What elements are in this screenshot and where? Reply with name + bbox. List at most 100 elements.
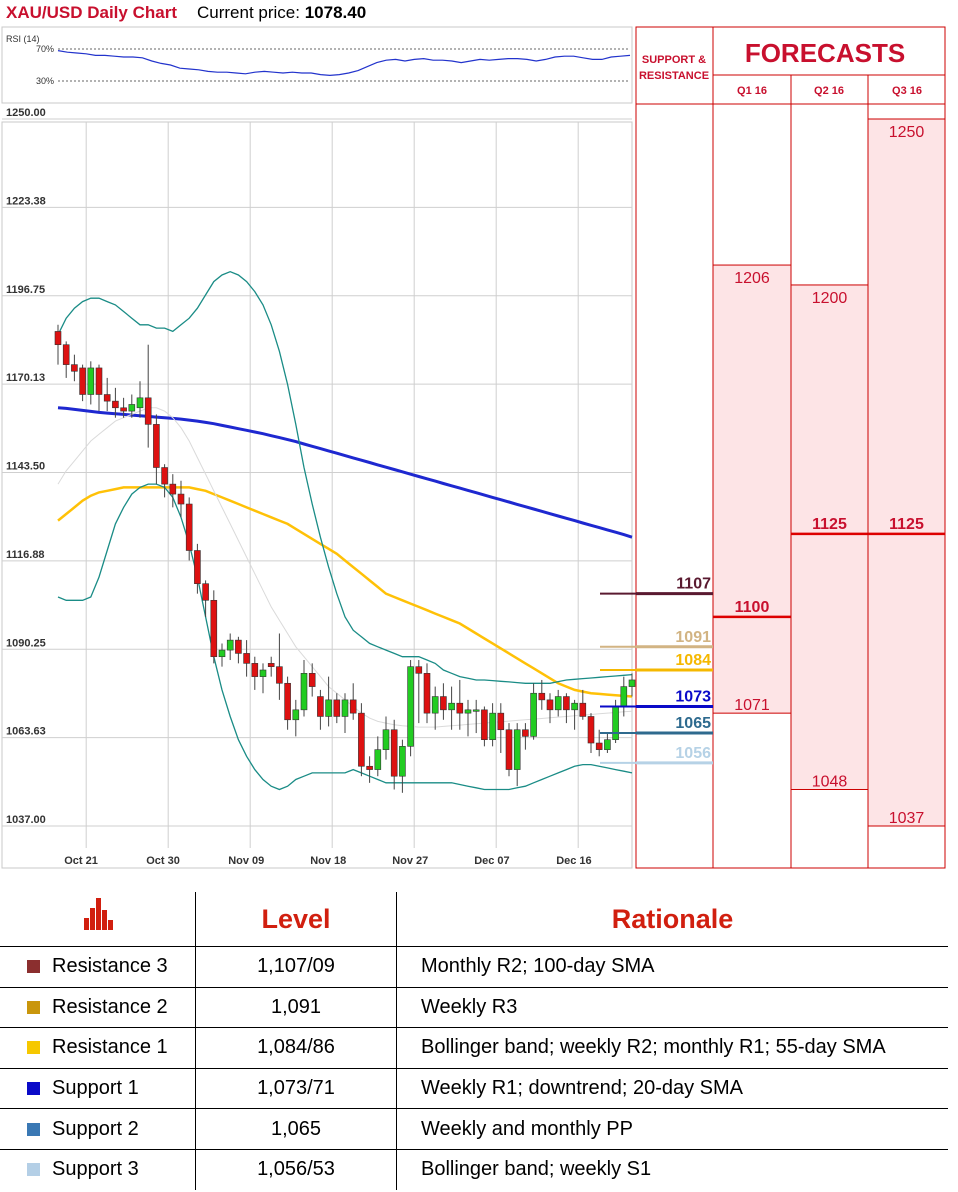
table-row: Resistance 3 1,107/09 Monthly R2; 100-day … [0, 946, 948, 988]
table-row: Resistance 2 1,091 Weekly R3 [0, 986, 948, 1028]
candle-body [456, 702, 464, 714]
candle-body [571, 702, 578, 711]
row-name-text: Resistance 3 [52, 955, 168, 978]
candle-body [382, 729, 390, 750]
candle-body [243, 653, 250, 664]
forecast-range-bar [790, 284, 869, 790]
candle-body [177, 493, 185, 505]
row-rationale: Bollinger band; weekly R2; monthly R1; 5… [396, 1027, 948, 1069]
candle-body [71, 364, 78, 372]
indicator-line-3 [57, 270, 633, 684]
x-tick-label: Nov 18 [310, 855, 346, 867]
row-name: Support 1 [0, 1067, 196, 1109]
x-tick-label: Dec 07 [474, 855, 509, 867]
candle-body [144, 397, 152, 425]
color-swatch [27, 1163, 40, 1177]
candle-body [292, 709, 300, 721]
indicator-line-4 [57, 483, 633, 791]
forecast-high-label: 1200 [812, 290, 848, 307]
y-tick-label: 1196.75 [6, 284, 45, 296]
forecast-low-label: 1037 [889, 810, 925, 827]
candle-body [226, 639, 234, 651]
header-level: Level [195, 892, 397, 947]
chart-title: XAU/USD Daily Chart [6, 3, 177, 22]
row-name: Resistance 2 [0, 986, 196, 1028]
row-rationale: Weekly and monthly PP [396, 1108, 948, 1150]
sr-level-label: 1073 [675, 689, 711, 706]
candle-body [579, 702, 587, 717]
indicator-line-0 [57, 406, 633, 539]
forecast-high-label: 1206 [734, 270, 770, 287]
support-resistance-title-1: SUPPORT & [642, 54, 706, 66]
candle-body [202, 583, 209, 601]
candle-body [95, 367, 103, 395]
forecast-bars: 1206 1100 1071 1200 1125 1048 1250 1125 1037 [712, 118, 946, 827]
row-level: 1,073/71 [195, 1067, 397, 1109]
candle-body [349, 699, 357, 714]
price-panel [1, 121, 633, 869]
candle-body [513, 729, 521, 770]
candle-body [407, 666, 414, 747]
candle-body [218, 649, 226, 658]
y-tick-label: 1143.50 [6, 461, 45, 473]
table-row: Support 2 1,065 Weekly and monthly PP [0, 1108, 948, 1150]
candle-body [54, 331, 62, 346]
header-icon-cell [0, 892, 196, 947]
indicator-line-1 [57, 486, 633, 698]
forecast-mid-label: 1125 [812, 516, 847, 533]
candle-body [300, 673, 308, 711]
candle-body [440, 696, 447, 711]
candle-body [128, 404, 136, 412]
y-tick-label: 1223.38 [6, 195, 46, 207]
candle-body [538, 692, 546, 701]
levels-table-header: Level Rationale [0, 892, 948, 947]
candle-body [87, 367, 95, 395]
x-tick-label: Nov 27 [392, 855, 428, 867]
y-tick-label: 1063.63 [6, 726, 46, 738]
y-tick-label: 1250.00 [6, 107, 46, 119]
forecast-low-label: 1071 [734, 697, 770, 714]
y-tick-label: 1116.88 [6, 549, 45, 561]
grid [2, 118, 743, 848]
y-axis: 1250.00 1223.38 1196.75 1170.13 1143.50 1116.… [6, 107, 46, 826]
forecast-mid-label: 1100 [735, 599, 770, 616]
candle-body [62, 344, 70, 365]
row-name-text: Support 2 [52, 1117, 139, 1140]
candle-body [185, 503, 193, 551]
y-tick-label: 1090.25 [6, 637, 46, 649]
candle-body [267, 663, 275, 667]
candle-body [259, 669, 267, 677]
forecasts-title: FORECASTS [745, 38, 905, 68]
x-tick-label: Oct 30 [146, 855, 180, 867]
candle-body [497, 712, 505, 731]
y-tick-label: 1037.00 [6, 814, 46, 826]
forecast-high-label: 1250 [889, 124, 925, 141]
color-swatch [27, 1082, 40, 1096]
candle-body [120, 407, 127, 412]
color-swatch [27, 960, 40, 974]
forecast-range-bar [712, 264, 792, 714]
candle-body [366, 765, 373, 770]
support-resistance-title-2: RESISTANCE [639, 70, 709, 82]
row-name-text: Resistance 2 [52, 995, 168, 1018]
candle-body [358, 712, 365, 767]
sr-level-label: 1065 [675, 715, 711, 732]
candle-body [374, 749, 382, 770]
color-swatch [27, 1041, 40, 1055]
rsi-panel [1, 26, 633, 104]
rsi-label: RSI (14) [6, 34, 40, 44]
candle-body [415, 666, 423, 674]
candle-body [595, 742, 603, 750]
candle-body [79, 367, 86, 395]
candle-body [628, 679, 636, 687]
candle-body [169, 483, 177, 495]
candle-body [317, 696, 324, 717]
candle-body [153, 424, 160, 468]
row-name: Support 3 [0, 1148, 196, 1190]
x-tick-label: Dec 16 [556, 855, 591, 867]
sr-level-label: 1056 [675, 745, 711, 762]
candle-body [612, 706, 619, 740]
candle-body [505, 729, 513, 770]
row-rationale: Bollinger band; weekly S1 [396, 1148, 948, 1190]
row-level: 1,107/09 [195, 946, 397, 988]
